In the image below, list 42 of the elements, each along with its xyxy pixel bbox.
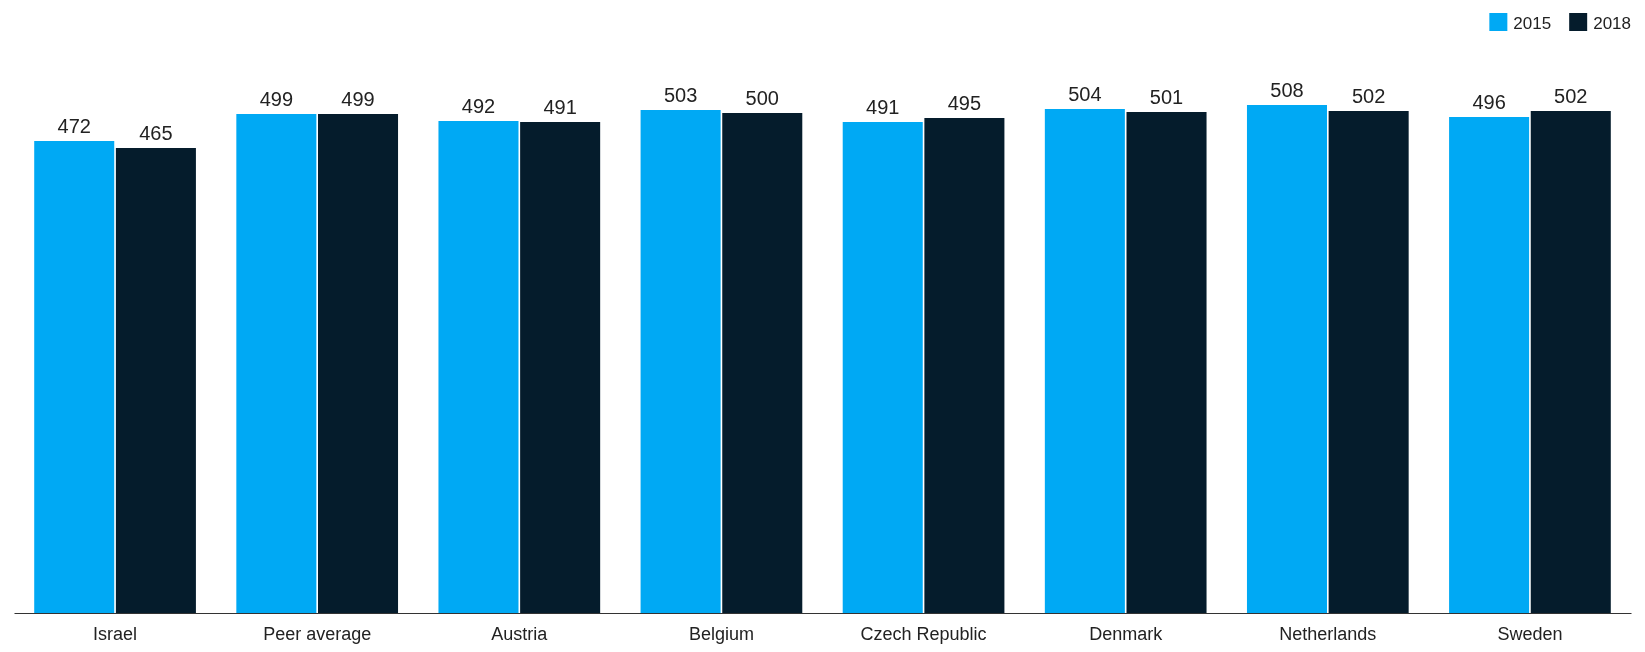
bar xyxy=(520,122,601,613)
bar xyxy=(1044,109,1125,613)
data-label: 504 xyxy=(1068,83,1102,105)
bar xyxy=(1449,117,1530,613)
legend-label: 2018 xyxy=(1593,14,1631,33)
data-label: 491 xyxy=(866,96,900,118)
bar xyxy=(1126,112,1207,613)
x-tick-label: Sweden xyxy=(1497,623,1563,644)
data-label: 492 xyxy=(461,95,496,117)
x-tick-label: Austria xyxy=(491,623,549,644)
bar xyxy=(34,141,115,613)
bar xyxy=(1246,105,1327,613)
x-tick-label: Netherlands xyxy=(1279,623,1377,644)
data-label: 496 xyxy=(1472,91,1506,113)
bar xyxy=(115,148,196,613)
bar xyxy=(842,122,923,613)
x-tick-label: Peer average xyxy=(263,623,372,644)
data-label: 499 xyxy=(341,88,375,110)
x-tick-label: Czech Republic xyxy=(860,623,987,644)
bar xyxy=(1530,111,1611,613)
data-label: 500 xyxy=(745,87,779,109)
data-label: 503 xyxy=(663,84,698,106)
bar xyxy=(924,118,1005,613)
data-label: 499 xyxy=(259,88,294,110)
x-tick-label: Denmark xyxy=(1089,623,1164,644)
data-label: 472 xyxy=(57,115,91,137)
data-label: 501 xyxy=(1149,86,1184,108)
bar xyxy=(640,110,721,613)
bar xyxy=(318,114,399,613)
x-tick-label: Israel xyxy=(93,623,138,644)
bar xyxy=(722,113,803,613)
bar xyxy=(438,121,519,613)
data-label: 508 xyxy=(1270,79,1304,101)
data-label: 502 xyxy=(1351,85,1386,107)
legend-label: 2015 xyxy=(1513,14,1552,33)
data-label: 502 xyxy=(1554,85,1588,107)
bar xyxy=(1328,111,1409,613)
data-label: 465 xyxy=(139,122,173,144)
data-label: 491 xyxy=(543,96,577,118)
data-label: 495 xyxy=(947,92,982,114)
bar xyxy=(236,114,317,613)
x-tick-label: Belgium xyxy=(688,623,754,644)
